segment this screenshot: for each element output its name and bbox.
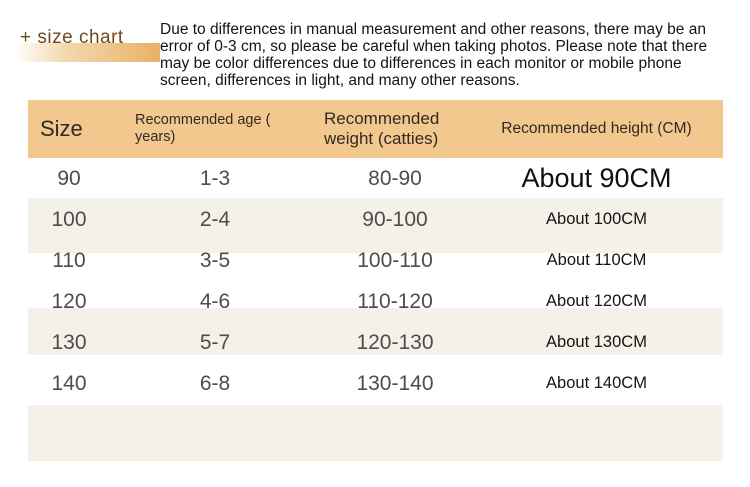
header-weight: Recommended weight (catties) bbox=[324, 109, 440, 148]
height-cell: About 110CM bbox=[546, 251, 647, 269]
size-chart-label: + size chart bbox=[20, 27, 124, 48]
size-chart-heading: + size chart bbox=[0, 0, 180, 70]
table-stripe bbox=[28, 198, 723, 253]
weight-cell: 90-100 bbox=[362, 207, 428, 231]
size-cell: 110 bbox=[52, 248, 86, 272]
table-stripe bbox=[28, 308, 723, 355]
table-row: 140 6-8 130-140 About 140CM bbox=[28, 363, 723, 404]
size-table: Size Recommended age ( years) Recommende… bbox=[28, 100, 723, 461]
age-cell: 5-7 bbox=[199, 330, 231, 354]
header-height: Recommended height (CM) bbox=[501, 120, 692, 137]
disclaimer-text: Due to differences in manual measurement… bbox=[160, 21, 735, 89]
age-cell: 6-8 bbox=[199, 371, 231, 395]
weight-cell: 130-140 bbox=[356, 371, 434, 395]
height-cell: About 140CM bbox=[546, 374, 647, 392]
table-row: 120 4-6 110-120 About 120CM bbox=[28, 281, 723, 322]
size-cell: 130 bbox=[51, 330, 87, 354]
age-cell: 3-5 bbox=[199, 248, 231, 272]
weight-cell: 80-90 bbox=[368, 166, 422, 190]
height-cell: About 90CM bbox=[521, 163, 672, 193]
height-cell: About 100CM bbox=[546, 210, 647, 228]
table-header-row: Size Recommended age ( years) Recommende… bbox=[28, 100, 723, 158]
disclaimer-line: error of 0-3 cm, so please be careful wh… bbox=[160, 38, 708, 55]
height-cell: About 120CM bbox=[546, 292, 647, 310]
header-age: Recommended age ( years) bbox=[135, 112, 271, 145]
disclaimer-line: screen, differences in light, and many o… bbox=[160, 72, 520, 89]
size-cell: 100 bbox=[51, 207, 87, 231]
table-row: 100 2-4 90-100 About 100CM bbox=[28, 199, 723, 240]
height-cell: About 130CM bbox=[546, 333, 647, 351]
table-body: 90 1-3 80-90 About 90CM 100 2-4 90-100 About 10… bbox=[28, 158, 723, 404]
age-cell: 4-6 bbox=[199, 289, 231, 313]
size-cell: 120 bbox=[51, 289, 87, 313]
weight-cell: 100-110 bbox=[357, 248, 433, 272]
weight-cell: 110-120 bbox=[357, 289, 433, 313]
size-cell: 140 bbox=[51, 371, 87, 395]
weight-cell: 120-130 bbox=[356, 330, 434, 354]
disclaimer-line: may be color differences due to differen… bbox=[160, 55, 682, 72]
disclaimer-line: Due to differences in manual measurement… bbox=[160, 21, 706, 38]
header-size: Size bbox=[40, 116, 83, 141]
table-row: 90 1-3 80-90 About 90CM bbox=[28, 158, 723, 199]
highlight-ribbon bbox=[14, 43, 160, 62]
age-cell: 1-3 bbox=[199, 166, 231, 190]
age-cell: 2-4 bbox=[199, 207, 231, 231]
table-stripe bbox=[28, 405, 723, 461]
table-row: 110 3-5 100-110 About 110CM bbox=[28, 240, 723, 281]
table-row: 130 5-7 120-130 About 130CM bbox=[28, 322, 723, 363]
size-cell: 90 bbox=[57, 166, 81, 190]
